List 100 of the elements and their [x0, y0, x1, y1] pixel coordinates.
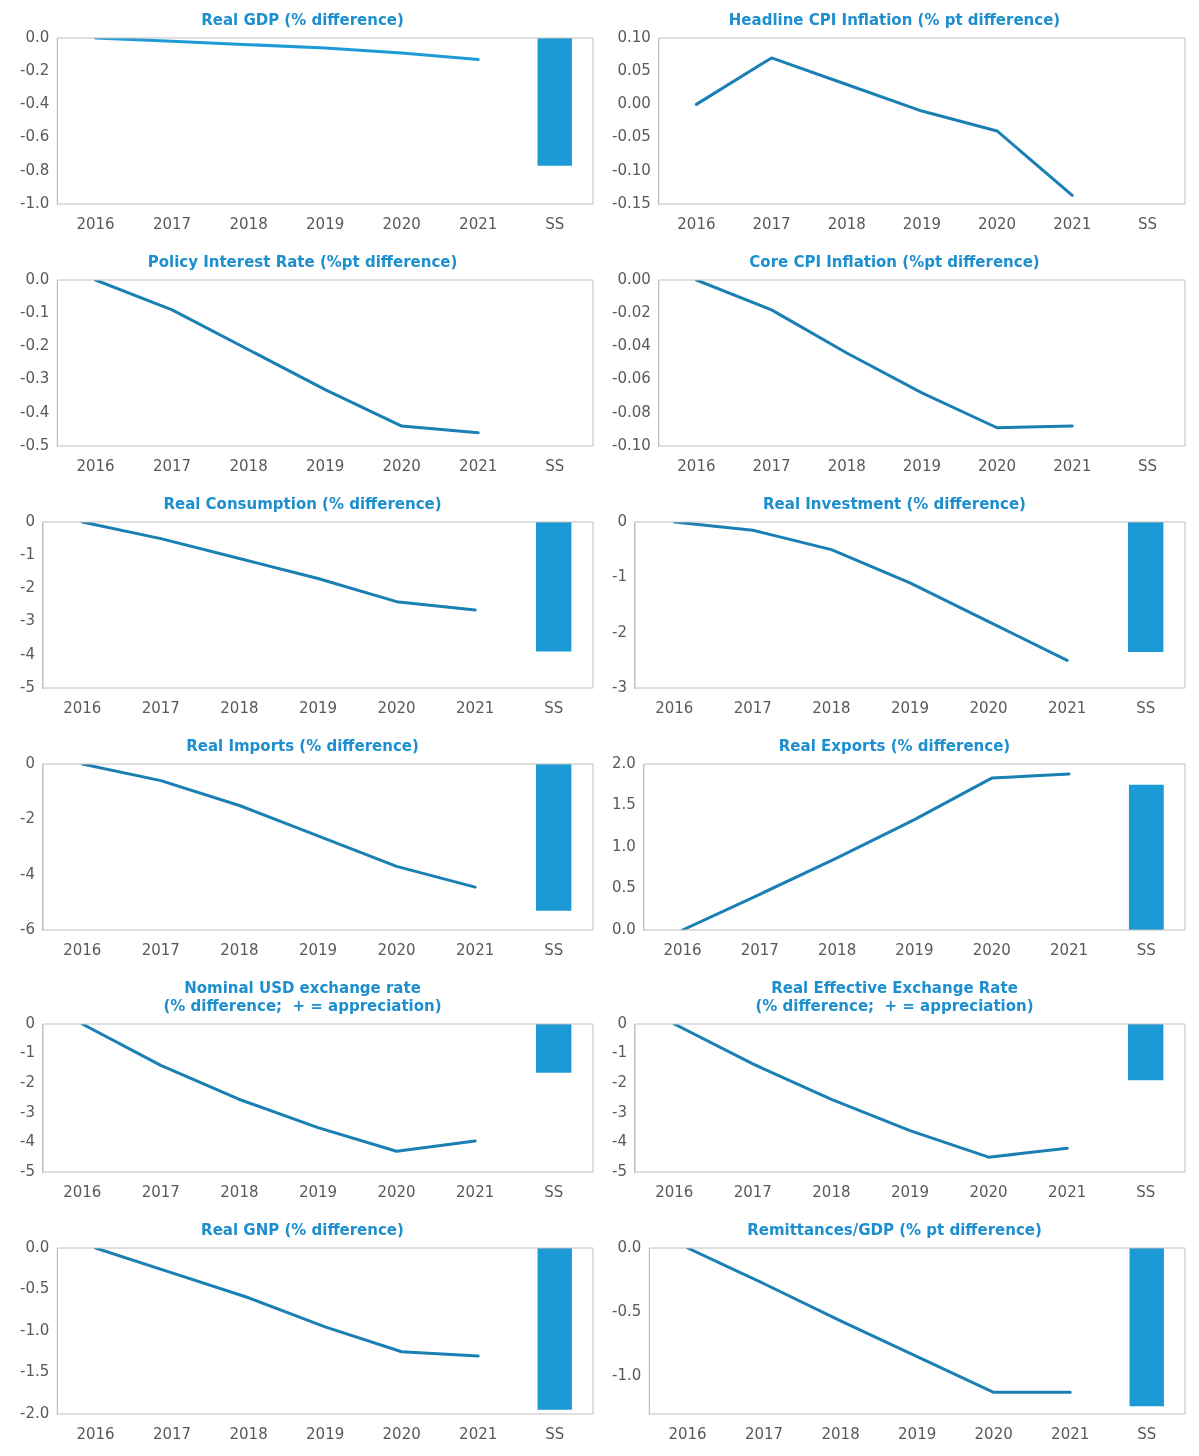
x-tick-label: 2019 — [902, 456, 941, 475]
x-tick-label: 2016 — [677, 214, 716, 233]
x-tick-label: SS — [544, 698, 564, 717]
x-tick-label: 2019 — [298, 698, 338, 717]
y-tick-label: 0.0 — [617, 1237, 642, 1256]
x-tick-label: SS — [1136, 940, 1156, 959]
y-tick-label: -4 — [19, 1132, 35, 1151]
x-tick-label: SS — [544, 940, 564, 959]
y-tick-label: 1.0 — [612, 836, 636, 855]
chart-title: Headline CPI Inflation (% pt difference) — [728, 10, 1061, 29]
x-tick-label: SS — [545, 456, 565, 475]
x-tick-label: 2016 — [668, 1424, 707, 1443]
x-tick-label: 2016 — [63, 698, 102, 717]
x-tick-label: 2021 — [1048, 698, 1087, 717]
x-tick-label: 2019 — [895, 940, 934, 959]
x-tick-label: 2019 — [306, 1424, 345, 1443]
x-tick-label: 2020 — [972, 940, 1011, 959]
x-tick-label: 2019 — [902, 214, 941, 233]
y-tick-label: -5 — [611, 1161, 627, 1180]
x-tick-label: 2017 — [152, 214, 192, 233]
x-tick-label: 2021 — [459, 1424, 498, 1443]
chart-title: Real GNP (% difference) — [201, 1220, 404, 1239]
x-tick-label: SS — [1137, 1424, 1157, 1443]
x-tick-label: 2020 — [382, 1424, 421, 1443]
x-tick-label: 2020 — [377, 940, 416, 959]
y-tick-label: -1 — [19, 545, 35, 564]
y-tick-label: -0.2 — [19, 61, 50, 80]
x-tick-label: 2017 — [733, 698, 772, 717]
y-tick-label: -2 — [611, 1073, 627, 1092]
y-tick-label: 1.5 — [612, 795, 636, 814]
y-tick-label: -3 — [611, 677, 627, 696]
chart-title: Real Consumption (% difference) — [163, 494, 442, 513]
y-tick-label: -1 — [611, 567, 627, 586]
x-tick-label: 2020 — [382, 214, 421, 233]
y-tick-label: -0.4 — [19, 94, 50, 113]
y-tick-label: -4 — [19, 864, 35, 883]
x-tick-label: 2018 — [827, 214, 866, 233]
y-tick-label: -0.3 — [19, 369, 50, 388]
x-tick-label: 2020 — [974, 1424, 1013, 1443]
y-tick-label: -5 — [19, 677, 35, 696]
x-tick-label: 2017 — [141, 940, 180, 959]
x-tick-label: 2021 — [1049, 940, 1089, 959]
x-tick-label: SS — [544, 1182, 564, 1201]
y-tick-label: 0 — [25, 511, 35, 530]
chart-title: Real Effective Exchange Rate (% difference; + = appreciation) — [755, 978, 1034, 1015]
x-tick-label: 2017 — [740, 940, 779, 959]
chart-title: Core CPI Inflation (%pt difference) — [749, 252, 1040, 271]
y-tick-label: -0.2 — [19, 336, 50, 355]
x-tick-label: 2017 — [733, 1182, 772, 1201]
y-tick-label: -0.10 — [612, 160, 651, 179]
y-tick-label: -0.1 — [19, 303, 50, 322]
y-tick-label: 0 — [617, 1013, 627, 1032]
x-tick-label: 2018 — [220, 940, 259, 959]
y-tick-label: -0.08 — [612, 402, 651, 421]
y-tick-label: -3 — [19, 611, 35, 630]
chart-title: Real GDP (% difference) — [201, 10, 404, 29]
y-tick-label: -0.5 — [19, 1279, 50, 1298]
y-tick-label: -0.8 — [19, 160, 50, 179]
y-tick-label: -4 — [611, 1132, 627, 1151]
x-tick-label: 2017 — [752, 456, 791, 475]
y-tick-label: -1.5 — [19, 1362, 50, 1381]
y-tick-label: 0.00 — [617, 94, 651, 113]
x-tick-label: 2020 — [977, 214, 1017, 233]
x-tick-label: 2016 — [663, 940, 702, 959]
y-tick-label: -0.06 — [612, 369, 651, 388]
y-tick-label: 2.0 — [612, 753, 636, 772]
x-tick-label: 2019 — [306, 214, 345, 233]
y-tick-label: -3 — [19, 1102, 35, 1121]
x-tick-label: SS — [1136, 1182, 1156, 1201]
y-tick-label: -1.0 — [19, 193, 50, 212]
x-tick-label: 2021 — [459, 214, 498, 233]
x-tick-label: 2021 — [456, 940, 495, 959]
y-tick-label: -0.5 — [611, 1301, 642, 1320]
x-tick-label: 2021 — [459, 456, 498, 475]
x-tick-label: 2021 — [1051, 1424, 1090, 1443]
y-tick-label: -3 — [611, 1102, 627, 1121]
y-tick-label: -2 — [19, 578, 35, 597]
y-tick-label: 0 — [617, 511, 627, 530]
x-tick-label: 2018 — [821, 1424, 860, 1443]
chart-title: Remittances/GDP (% pt difference) — [747, 1220, 1042, 1239]
y-tick-label: 0 — [25, 753, 35, 772]
x-tick-label: 2017 — [752, 214, 791, 233]
y-tick-label: -0.6 — [19, 127, 50, 146]
x-tick-label: 2018 — [220, 1182, 259, 1201]
y-tick-label: -4 — [19, 644, 35, 663]
x-tick-label: 2017 — [141, 1182, 180, 1201]
x-tick-label: 2020 — [969, 1182, 1008, 1201]
x-tick-label: 2016 — [76, 456, 115, 475]
y-tick-label: 0.5 — [612, 878, 636, 897]
chart-title: Policy Interest Rate (%pt difference) — [147, 252, 458, 271]
y-tick-label: 0.0 — [25, 269, 50, 288]
x-tick-label: SS — [545, 1424, 565, 1443]
y-tick-label: -0.04 — [612, 336, 651, 355]
x-tick-label: 2018 — [812, 1182, 851, 1201]
x-tick-label: 2019 — [890, 1182, 930, 1201]
x-tick-label: 2018 — [827, 456, 866, 475]
chart-title: Real Investment (% difference) — [763, 494, 1026, 513]
x-tick-label: 2020 — [382, 456, 421, 475]
y-tick-label: 0 — [25, 1013, 35, 1032]
x-tick-label: 2016 — [76, 214, 115, 233]
